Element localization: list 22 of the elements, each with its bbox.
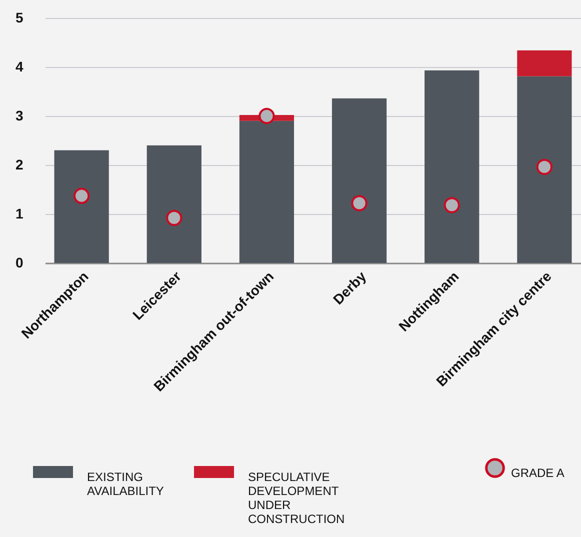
point — [444, 197, 460, 214]
legend-label: SPECULATIVE DEVELOPMENT UNDER CONSTRUCTION — [248, 470, 345, 526]
point — [536, 158, 553, 176]
y-tick-label: 0 — [16, 254, 24, 270]
y-tick-label: 5 — [16, 10, 24, 26]
legend-label: GRADE A — [511, 466, 564, 480]
point — [73, 188, 90, 204]
bar — [332, 98, 387, 263]
legend-label: EXISTING AVAILABILITY — [87, 470, 164, 498]
bar — [424, 70, 480, 263]
y-tick-label: 4 — [16, 58, 24, 74]
bar — [54, 150, 109, 263]
bar — [239, 120, 294, 263]
y-tick-label: 2 — [16, 156, 24, 172]
bar — [517, 50, 572, 76]
bar — [146, 145, 202, 263]
point — [351, 195, 368, 212]
bar — [517, 76, 572, 263]
point — [166, 210, 182, 226]
y-tick-label: 1 — [16, 206, 24, 222]
y-tick-label: 3 — [16, 108, 24, 124]
point — [258, 108, 275, 124]
